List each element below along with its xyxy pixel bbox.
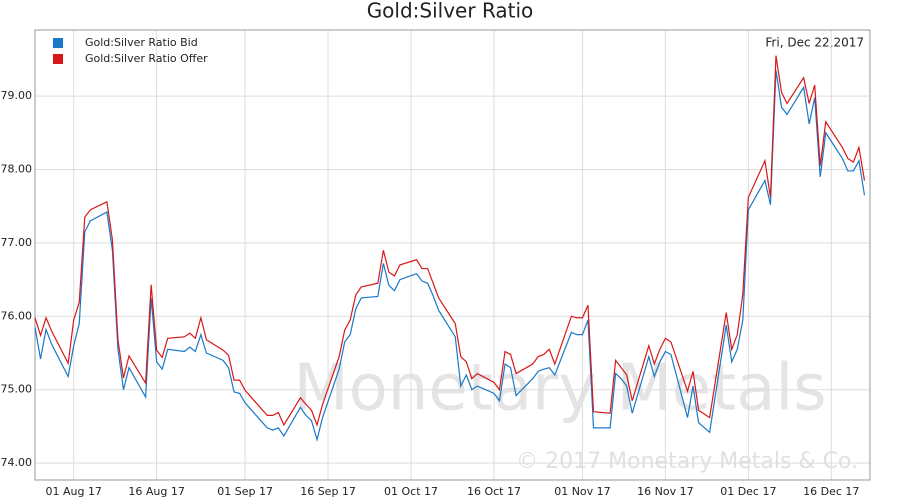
y-tick-label: 77.00 [1, 236, 33, 249]
legend-label: Gold:Silver Ratio Bid [85, 36, 198, 49]
copyright: © 2017 Monetary Metals & Co. [516, 449, 858, 474]
x-tick-label: 01 Aug 17 [45, 485, 101, 498]
x-tick-label: 16 Oct 17 [467, 485, 521, 498]
x-tick-label: 16 Aug 17 [128, 485, 184, 498]
series-line [34, 55, 866, 427]
y-tick-label: 76.00 [1, 309, 33, 322]
date-annotation: Fri, Dec 22,2017 [765, 36, 864, 50]
y-tick-label: 79.00 [1, 89, 33, 102]
x-tick-label: 16 Dec 17 [803, 485, 859, 498]
legend-label: Gold:Silver Ratio Offer [85, 52, 208, 65]
series-line [34, 70, 866, 442]
x-tick-label: 16 Nov 17 [637, 485, 693, 498]
y-tick-label: 74.00 [1, 456, 33, 469]
x-tick-label: 01 Oct 17 [384, 485, 438, 498]
x-tick-label: 01 Dec 17 [720, 485, 776, 498]
y-tick-label: 78.00 [1, 162, 33, 175]
legend-swatch [53, 38, 63, 48]
legend-swatch [53, 54, 63, 64]
plot-frame [34, 29, 871, 481]
watermark: Monetary Metals [293, 352, 826, 426]
x-tick-label: 01 Nov 17 [554, 485, 610, 498]
x-tick-label: 01 Sep 17 [217, 485, 273, 498]
y-tick-label: 75.00 [1, 383, 33, 396]
chart-title: Gold:Silver Ratio [367, 0, 534, 23]
x-tick-label: 16 Sep 17 [300, 485, 356, 498]
